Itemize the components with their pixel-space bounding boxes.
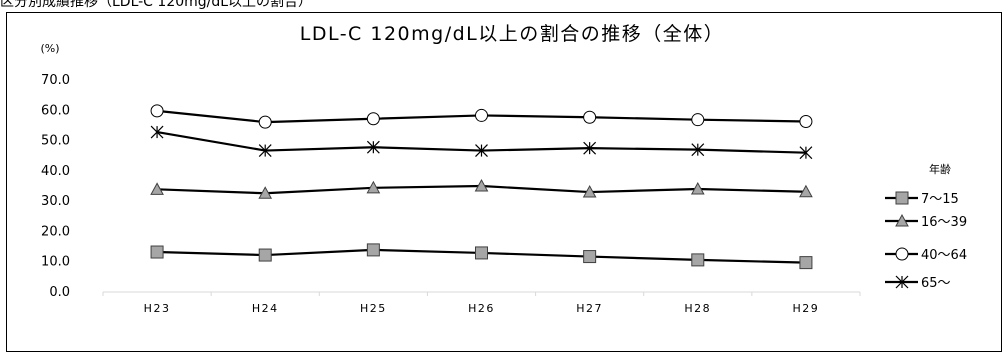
legend-label: 40～64 [921,248,967,263]
y-tick-label: 10.0 [41,255,70,270]
y-tick-label: 30.0 [41,194,70,209]
data-point [799,114,813,128]
data-point [150,245,164,259]
legend-label: 7～15 [921,192,959,207]
legend-marker [895,213,909,227]
legend-entry-3: 65～ [885,275,951,291]
y-tick-label: 0.0 [49,285,70,300]
data-point [799,184,813,198]
y-tick-label: 60.0 [41,103,70,118]
x-tick-label: H24 [252,302,279,315]
data-point [475,144,488,157]
data-point [258,186,273,199]
header-fragment: 区分別成績推移（LDL-C 120mg/dL以上の割合） [0,0,313,10]
legend-entry-2: 40～64 [885,247,967,263]
chart-title: LDL-C 120mg/dL以上の割合の推移（全体） [300,23,725,45]
legend-title: 年齢 [929,162,951,176]
legend-entry-0: 7～15 [885,191,959,207]
legend-entry-1: 16～39 [885,213,967,230]
x-tick-label: H23 [144,302,171,315]
data-point [475,108,488,122]
data-point [691,143,705,157]
y-tick-label: 20.0 [41,224,70,239]
legend-marker [895,275,909,289]
legend: 年齢 7～15 16～39 40～64 65～ [885,162,967,291]
series-3 [150,125,813,160]
y-tick-label: 70.0 [41,73,70,88]
data-point [799,256,813,270]
x-tick-label: H25 [360,302,387,315]
data-point [474,178,489,192]
y-axis-unit-label: (%) [40,42,59,55]
data-point [691,113,705,127]
data-point [583,250,597,264]
data-point [475,246,488,260]
y-tick-labels: 0.0 10.0 20.0 30.0 40.0 50.0 60.0 70.0 [41,73,70,300]
data-point [150,104,164,118]
x-tick-labels: H23 H24 H25 H26 H27 H28 H29 [102,292,861,315]
series-group [150,104,813,270]
data-point [799,146,813,160]
data-point [258,248,272,262]
chart-frame [6,12,1002,352]
x-tick-label: H28 [684,302,711,315]
data-point [582,185,597,198]
y-tick-label: 50.0 [41,134,70,149]
series-0 [150,243,813,270]
data-point [583,141,597,155]
series-2 [150,104,813,129]
legend-label: 16～39 [921,215,967,230]
legend-marker [895,247,909,261]
data-point [150,125,164,139]
data-point [690,181,705,195]
x-tick-label: H29 [793,302,820,315]
x-tick-label: H26 [468,302,495,315]
data-point [366,243,380,257]
x-tick-label: H27 [576,302,603,315]
data-point [258,115,272,129]
data-point [366,180,381,194]
data-point [366,112,380,126]
data-point [258,144,272,157]
legend-marker [895,191,909,205]
series-1 [150,178,813,199]
legend-label: 65～ [921,276,951,291]
data-point [583,110,597,124]
data-point [691,253,705,267]
y-tick-label: 40.0 [41,164,70,179]
data-point [366,140,380,154]
data-point [150,182,164,195]
